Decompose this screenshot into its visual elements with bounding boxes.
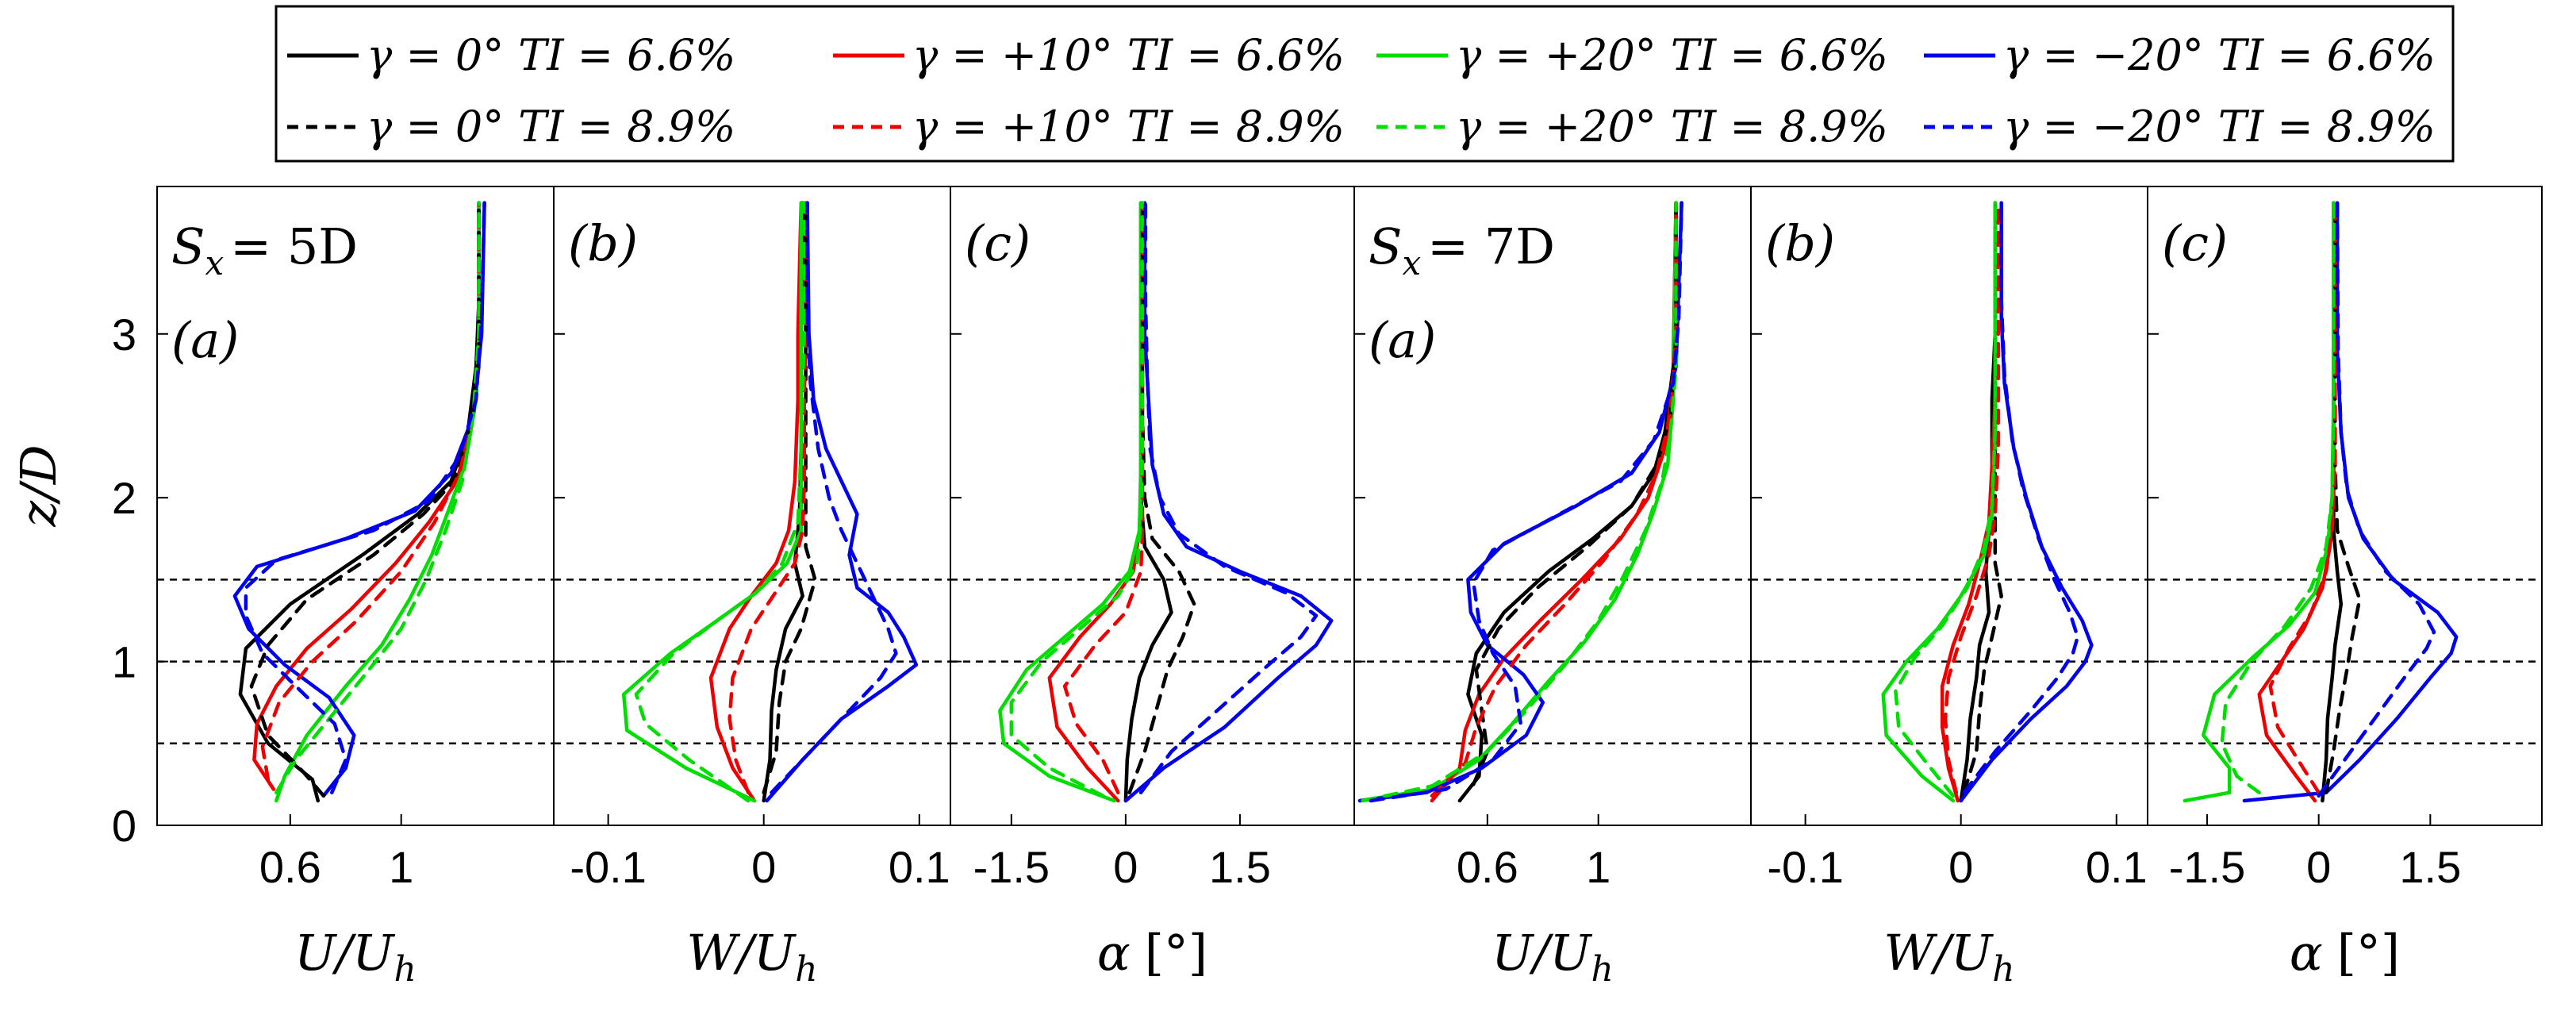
- panel-tag: (a): [171, 311, 239, 369]
- axes-box: [2147, 186, 2543, 826]
- x-tick-label: 0: [1113, 842, 1138, 892]
- series-line-gamma-10-ti-8-9: [2268, 201, 2337, 794]
- x-tick-label: -1.5: [973, 842, 1050, 892]
- panel-2: -0.1 0 0.1 (b) W/Uh: [553, 186, 951, 990]
- panel-3: -1.5 0 1.5 (c) α [°]: [950, 186, 1355, 982]
- legend-entry: γ = 0° TI = 8.9%: [287, 102, 735, 152]
- legend-entry: γ = +20° TI = 8.9%: [1376, 102, 1888, 152]
- series-line-gamma-0-ti-8-9: [2324, 201, 2362, 794]
- series-line-gamma-0-ti-6-6: [1959, 201, 1998, 803]
- y-axis-label-den: /D: [10, 444, 67, 505]
- y-tick-label: 0: [112, 801, 136, 851]
- series-line-gamma-10-ti-8-9: [1943, 201, 2001, 794]
- legend-label: γ = −20° TI = 8.9%: [2003, 102, 2436, 152]
- series-line-gamma-10-ti-6-6: [708, 201, 804, 803]
- panel-tag: (b): [568, 214, 638, 272]
- legend-label: γ = 0° TI = 8.9%: [367, 102, 735, 152]
- legend-label: γ = +10° TI = 6.6%: [912, 30, 1345, 80]
- series-group: [2182, 201, 2459, 803]
- y-tick-label: 1: [112, 637, 136, 687]
- x-tick-label: 1: [389, 842, 413, 892]
- y-tick-label: 2: [112, 473, 136, 523]
- series-line-gamma-minus20-ti-6-6: [2242, 201, 2459, 803]
- legend-entry: γ = −20° TI = 8.9%: [1924, 102, 2436, 152]
- legend-label: γ = +10° TI = 8.9%: [912, 102, 1345, 152]
- spacing-label: Sx = 7D: [1369, 217, 1555, 283]
- panel-5: -0.1 0 0.1 (b) W/Uh: [1750, 186, 2148, 990]
- series-line-gamma-20-ti-8-9: [1009, 201, 1145, 798]
- series-line-gamma-minus20-ti-8-9: [1138, 201, 1319, 794]
- series-group: [621, 201, 919, 803]
- x-tick-label: 0: [2306, 842, 2331, 892]
- series-line-gamma-20-ti-8-9: [634, 201, 806, 803]
- series-line-gamma-minus20-ti-8-9: [1369, 201, 1683, 803]
- x-tick-label: -0.1: [570, 842, 647, 892]
- series-line-gamma-minus20-ti-6-6: [765, 201, 919, 803]
- series-line-gamma-0-ti-8-9: [1127, 201, 1196, 794]
- x-tick-label: 0: [1948, 842, 1973, 892]
- legend-label: γ = 0° TI = 6.6%: [367, 30, 735, 80]
- series-group: [232, 201, 486, 803]
- series-line-gamma-20-ti-8-9: [1361, 201, 1678, 803]
- panel-tag: (c): [965, 214, 1031, 272]
- series-group: [998, 201, 1334, 803]
- legend: γ = 0° TI = 6.6% γ = +10° TI = 6.6% γ = +20°…: [274, 5, 2455, 163]
- y-tick-label: 3: [112, 309, 136, 359]
- legend-entry: γ = +20° TI = 6.6%: [1376, 30, 1888, 80]
- panel-tag: (a): [1369, 311, 1436, 369]
- x-tick-label: 1.5: [1209, 842, 1271, 892]
- panel-tag: (b): [1765, 214, 1835, 272]
- series-line-gamma-20-ti-8-9: [2220, 201, 2336, 794]
- x-axis-label: W/Uh: [686, 924, 817, 990]
- panel-tag: (c): [2162, 214, 2228, 272]
- x-tick-label: 0: [751, 842, 776, 892]
- x-tick-label: 0.1: [2086, 842, 2148, 892]
- y-axis-label: z/D: [10, 444, 67, 527]
- series-line-gamma-minus20-ti-8-9: [1962, 201, 2080, 794]
- x-tick-label: 0.1: [889, 842, 950, 892]
- x-axis-label: α [°]: [1097, 924, 1207, 982]
- legend-label: γ = +20° TI = 6.6%: [1456, 30, 1888, 80]
- legend-entry: γ = +10° TI = 6.6%: [833, 30, 1345, 80]
- legend-label: γ = +20° TI = 8.9%: [1456, 102, 1888, 152]
- x-axis-label: U/Uh: [294, 924, 417, 990]
- x-axis-label: α [°]: [2290, 924, 2400, 982]
- x-tick-label: 1: [1586, 842, 1610, 892]
- spacing-label: Sx = 5D: [171, 217, 358, 283]
- legend-entry: γ = −20° TI = 6.6%: [1924, 30, 2436, 80]
- legend-box: [274, 5, 2455, 163]
- series-group: [1881, 201, 2094, 803]
- legend-entry: γ = 0° TI = 6.6%: [287, 30, 735, 80]
- series-line-gamma-minus20-ti-8-9: [770, 201, 898, 794]
- series-line-gamma-20-ti-6-6: [1357, 201, 1678, 803]
- panel-6: -1.5 0 1.5 (c) α [°]: [2147, 186, 2543, 982]
- legend-entry: γ = +10° TI = 8.9%: [833, 102, 1345, 152]
- x-axis-label: U/Uh: [1491, 924, 1614, 990]
- series-line-gamma-minus20-ti-8-9: [2317, 201, 2436, 798]
- x-tick-label: -1.5: [2169, 842, 2246, 892]
- series-line-gamma-20-ti-8-9: [274, 201, 481, 794]
- series-line-gamma-20-ti-8-9: [1894, 201, 1998, 798]
- y-axis-label-base: z: [10, 501, 67, 528]
- x-tick-label: 0.6: [259, 842, 321, 892]
- x-tick-label: 0.6: [1457, 842, 1518, 892]
- legend-label: γ = −20° TI = 6.6%: [2003, 30, 2436, 80]
- x-tick-label: 1.5: [2399, 842, 2461, 892]
- panel-1: 0.6 1 Sx = 5D (a) U/Uh: [156, 186, 555, 990]
- svg-text:z/D: z/D: [10, 444, 67, 527]
- x-tick-label: -0.1: [1767, 842, 1844, 892]
- x-axis-label: W/Uh: [1883, 924, 2014, 990]
- series-line-gamma-0-ti-8-9: [249, 201, 481, 798]
- series-group: [1357, 201, 1683, 803]
